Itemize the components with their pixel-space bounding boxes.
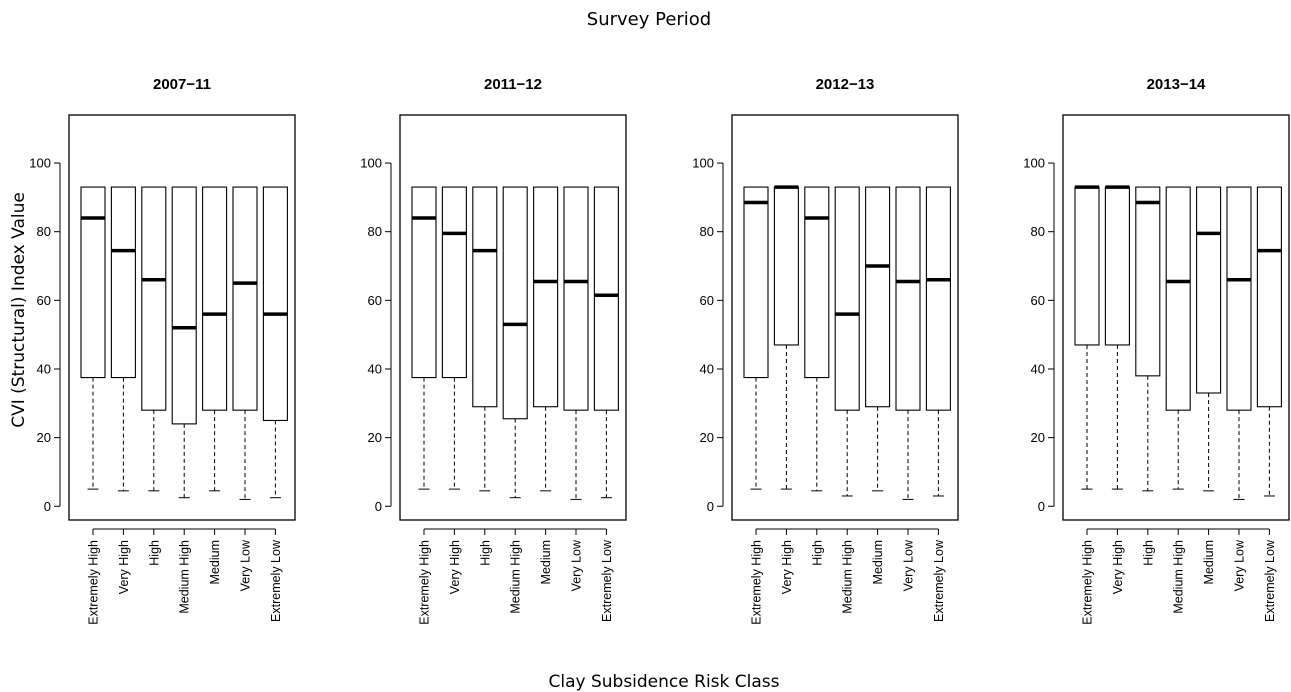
x-axis-title: Clay Subsidence Risk Class — [548, 672, 779, 692]
box — [834, 186, 860, 411]
panel-title: 2007−11 — [153, 76, 211, 93]
x-tick-label: Medium High — [178, 540, 192, 614]
y-tick-label: 60 — [700, 293, 714, 308]
x-tick-label: Medium — [539, 540, 553, 584]
y-tick-label: 80 — [700, 224, 714, 239]
x-tick-label: Extremely High — [87, 540, 101, 625]
figure-title: Survey Period — [587, 9, 711, 30]
x-tick-label: Very High — [448, 540, 462, 594]
box — [472, 186, 498, 408]
x-tick-label: Very Low — [239, 539, 253, 591]
panel-title: 2011−12 — [484, 76, 542, 93]
y-tick-label: 20 — [1031, 430, 1045, 445]
x-tick-label: Medium — [1202, 540, 1216, 584]
box — [1165, 186, 1191, 411]
y-tick-label: 100 — [1023, 156, 1045, 171]
y-tick-label: 80 — [37, 224, 51, 239]
y-tick-label: 80 — [1031, 224, 1045, 239]
y-tick-label: 100 — [360, 156, 382, 171]
x-tick-label: Extremely Low — [600, 539, 614, 622]
y-tick-label: 100 — [29, 156, 51, 171]
box — [80, 186, 106, 379]
y-axis-title: CVI (Structural) Index Value — [9, 192, 29, 428]
box — [1196, 186, 1222, 394]
box — [110, 186, 136, 379]
panel-2: 2011−12 0 20 40 60 80 100 Extremely High Very Hi… — [360, 76, 627, 625]
x-tick-label: Medium High — [1172, 540, 1186, 614]
box — [1256, 186, 1282, 408]
y-tick-label: 40 — [368, 361, 382, 376]
box — [563, 186, 589, 411]
x-tick-label: Extremely Low — [932, 539, 946, 622]
box — [232, 186, 258, 411]
box — [411, 186, 437, 379]
x-tick-label: Extremely Low — [1263, 539, 1277, 622]
x-tick-label: Medium — [208, 540, 222, 584]
x-tick-label: High — [810, 540, 824, 566]
box — [593, 186, 619, 411]
y-tick-label: 100 — [692, 156, 714, 171]
box — [502, 186, 528, 420]
box — [533, 186, 559, 408]
box — [804, 186, 830, 379]
x-tick-label: Very Low — [570, 539, 584, 591]
panel-1: 2007−11 0 20 40 60 80 100 Extremely High Very Hi… — [29, 76, 296, 625]
box — [865, 186, 891, 408]
plot-frame — [68, 114, 296, 521]
y-tick-label: 0 — [375, 499, 382, 514]
x-tick-label: Extremely High — [750, 540, 764, 625]
panel-title: 2012−13 — [816, 76, 875, 93]
plot-frame — [1062, 114, 1290, 521]
y-tick-label: 20 — [37, 430, 51, 445]
y-tick-label: 40 — [700, 361, 714, 376]
x-tick-label: High — [478, 540, 492, 566]
y-tick-label: 0 — [707, 499, 714, 514]
y-tick-label: 40 — [37, 361, 51, 376]
x-tick-label: Extremely Low — [269, 539, 283, 622]
box — [262, 186, 288, 422]
y-tick-label: 0 — [44, 499, 51, 514]
box — [743, 186, 769, 379]
y-tick-label: 60 — [1031, 293, 1045, 308]
y-tick-label: 40 — [1031, 361, 1045, 376]
box — [1226, 186, 1252, 411]
box — [1135, 186, 1161, 377]
x-tick-label: Very Low — [1233, 539, 1247, 591]
x-tick-label: Medium High — [841, 540, 855, 614]
x-tick-label: Medium — [871, 540, 885, 584]
box — [773, 186, 799, 346]
x-tick-label: Extremely High — [418, 540, 432, 625]
panel-title: 2013−14 — [1147, 76, 1206, 93]
panel-4: 2013−14 0 20 40 60 80 100 Extremely High Very Hi… — [1023, 76, 1290, 625]
x-tick-label: High — [147, 540, 161, 566]
x-tick-label: Very High — [1111, 540, 1125, 594]
y-tick-label: 20 — [368, 430, 382, 445]
panels-group: 2007−11 0 20 40 60 80 100 Extremely High Very Hi… — [29, 76, 1290, 625]
panel-3: 2012−13 0 20 40 60 80 100 Extremely High Very Hi… — [692, 76, 959, 625]
plot-frame — [731, 114, 959, 521]
y-tick-label: 0 — [1038, 499, 1045, 514]
box — [171, 186, 197, 425]
x-tick-label: High — [1141, 540, 1155, 566]
box — [1074, 186, 1100, 346]
y-tick-label: 60 — [368, 293, 382, 308]
x-tick-label: Very Low — [902, 539, 916, 591]
y-tick-label: 80 — [368, 224, 382, 239]
x-tick-label: Very High — [117, 540, 131, 594]
y-tick-label: 20 — [700, 430, 714, 445]
x-tick-label: Medium High — [509, 540, 523, 614]
box — [141, 186, 167, 411]
box — [202, 186, 228, 411]
plot-frame — [399, 114, 627, 521]
box — [441, 186, 467, 379]
x-tick-label: Extremely High — [1081, 540, 1095, 625]
box — [895, 186, 921, 411]
y-tick-label: 60 — [37, 293, 51, 308]
box — [1104, 186, 1130, 346]
box — [925, 186, 951, 411]
x-tick-label: Very High — [780, 540, 794, 594]
